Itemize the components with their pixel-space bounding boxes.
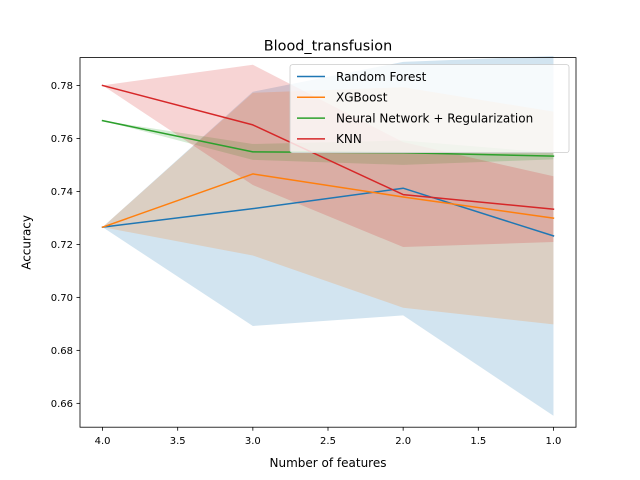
line-knn [101,84,555,210]
band-knn [102,64,554,248]
chart-title: Blood_transfusion [264,39,392,55]
x-tick-label: 4.0 [95,436,111,447]
x-tick-label: 2.0 [395,436,411,447]
x-tick-label: 1.0 [546,436,562,447]
y-axis-label: Accuracy [20,215,34,270]
y-tick-label: 0.74 [51,187,73,198]
line-random-forest [101,187,555,237]
y-axis-ticks: 0.66 0.68 0.70 0.72 0.74 0.76 0.78 [51,81,80,410]
legend-box [289,64,570,153]
x-axis-label: Number of features [270,456,387,470]
legend-label: KNN [336,132,362,146]
legend-label: Neural Network + Regularization [336,111,533,125]
x-axis-ticks: 4.0 3.5 3.0 2.5 2.0 1.5 1.0 [95,427,562,447]
legend-item-random-forest: Random Forest [297,70,427,84]
y-tick-label: 0.76 [51,134,73,145]
y-tick-label: 0.70 [51,293,73,304]
legend: Random Forest XGBoost Neural Network + Reg… [289,64,570,153]
legend-item-neural-network-regularization: Neural Network + Regularization [297,111,533,125]
y-tick-label: 0.78 [51,81,73,92]
x-tick-label: 1.5 [470,436,486,447]
line-xgboost [101,173,555,229]
legend-label: Random Forest [336,70,427,84]
y-tick-label: 0.72 [51,240,73,251]
y-tick-label: 0.66 [51,399,73,410]
x-tick-label: 2.5 [320,436,336,447]
y-tick-label: 0.68 [51,346,73,357]
legend-item-xgboost: XGBoost [297,91,388,105]
x-tick-label: 3.5 [170,436,186,447]
legend-item-knn: KNN [297,132,362,146]
legend-label: XGBoost [336,91,388,105]
x-tick-label: 3.0 [245,436,261,447]
